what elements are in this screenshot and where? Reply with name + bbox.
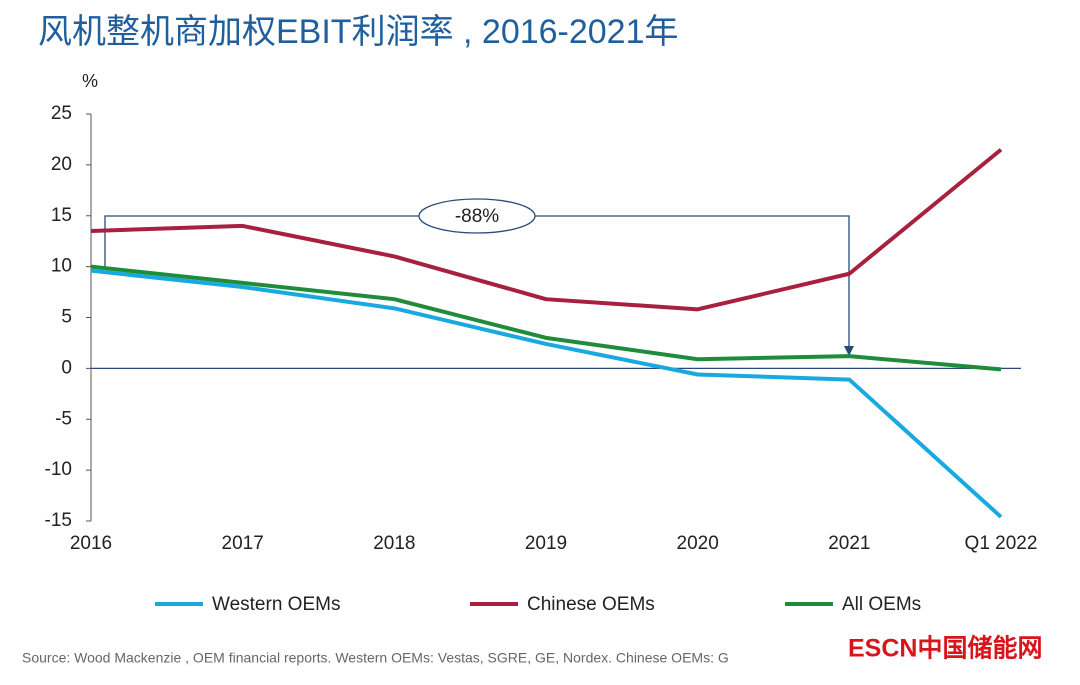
x-tick-label: 2019: [525, 533, 567, 554]
y-tick-label: 5: [61, 307, 72, 328]
legend-label: Chinese OEMs: [527, 594, 655, 615]
y-tick-label: 10: [51, 256, 72, 277]
watermark: ESCN中国储能网: [848, 634, 1042, 663]
annotation: -88%: [455, 206, 499, 227]
legend-label: Western OEMs: [212, 594, 340, 615]
x-tick-label: 2016: [70, 533, 112, 554]
y-tick-label: 20: [51, 154, 72, 175]
x-tick-label: Q1 2022: [965, 533, 1038, 554]
legend-label: All OEMs: [842, 594, 921, 615]
series-line: [90, 148, 1003, 312]
chart-title: 风机整机商加权EBIT利润率 , 2016-2021年: [38, 13, 679, 51]
y-tick-label: -5: [55, 408, 72, 429]
x-tick-label: 2021: [828, 533, 870, 554]
y-tick-label: 25: [51, 103, 72, 124]
y-tick-label: 0: [61, 357, 72, 378]
x-tick-label: 2020: [677, 533, 719, 554]
arrow-head: [844, 346, 854, 356]
series-line: [90, 264, 1002, 372]
y-tick-label: -10: [45, 459, 72, 480]
annotation-bubble: [418, 198, 536, 234]
x-tick-label: 2018: [373, 533, 415, 554]
x-tick-label: 2017: [222, 533, 264, 554]
source-note: Source: Wood Mackenzie , OEM financial r…: [22, 650, 729, 666]
series-line: [90, 268, 1003, 519]
y-tick-label: -15: [45, 510, 72, 531]
y-tick-label: 15: [51, 205, 72, 226]
y-axis-label: %: [82, 71, 98, 91]
